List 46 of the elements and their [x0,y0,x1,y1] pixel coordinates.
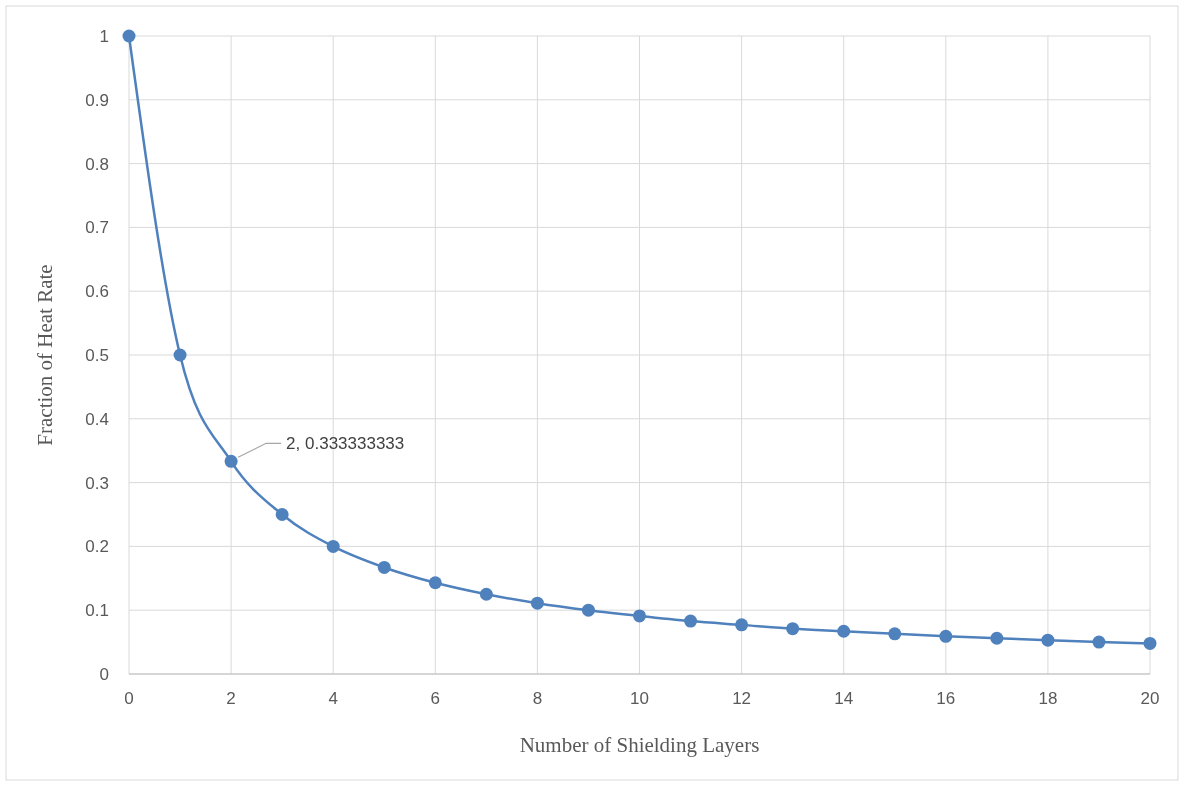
y-tick-label: 0.8 [85,154,109,174]
x-tick-label: 8 [532,689,543,708]
x-tick-label: 0 [124,689,134,708]
x-tick-label: 18 [1038,689,1058,708]
point [837,624,851,638]
point [1143,636,1157,650]
point [428,576,442,590]
x-tick-label: 14 [834,689,854,708]
annotation: 2, 0.333333333 [286,434,405,454]
y-tick-label: 0.5 [85,345,109,365]
x-tick-label: 10 [630,689,649,708]
y-axis-title: Fraction of Heat Rate [33,264,57,446]
x-tick-label: 16 [936,689,956,708]
y-tick-label: 1 [99,26,109,46]
point [581,603,595,617]
point [1092,635,1106,649]
point [684,614,698,628]
x-axis-title: Number of Shielding Layers [519,733,760,757]
x-tick-label: 6 [430,689,441,708]
point [122,29,136,43]
point [735,618,749,632]
point [275,508,289,521]
y-tick-label: 0.1 [85,601,109,621]
point [224,454,238,468]
y-tick-label: 0.7 [85,218,109,238]
x-tick-label: 12 [732,689,752,708]
x-tick-label: 4 [328,689,338,708]
y-tick-label: 0.4 [85,409,109,429]
point [530,596,544,610]
point [479,587,493,601]
y-tick-label: 0 [99,664,109,684]
y-tick-label: 0.2 [85,537,109,557]
x-tick-label: 2 [226,689,236,708]
point [173,348,187,362]
y-tick-label: 0.9 [85,90,109,110]
point [633,609,646,623]
y-tick-label: 0.6 [85,282,109,302]
point [786,622,800,636]
point [888,627,902,641]
y-tick-label: 0.3 [85,473,109,493]
point [1041,633,1055,647]
point [939,629,953,643]
point [990,631,1004,645]
x-tick-label: 20 [1140,689,1160,708]
point [377,560,391,574]
point [326,539,340,553]
